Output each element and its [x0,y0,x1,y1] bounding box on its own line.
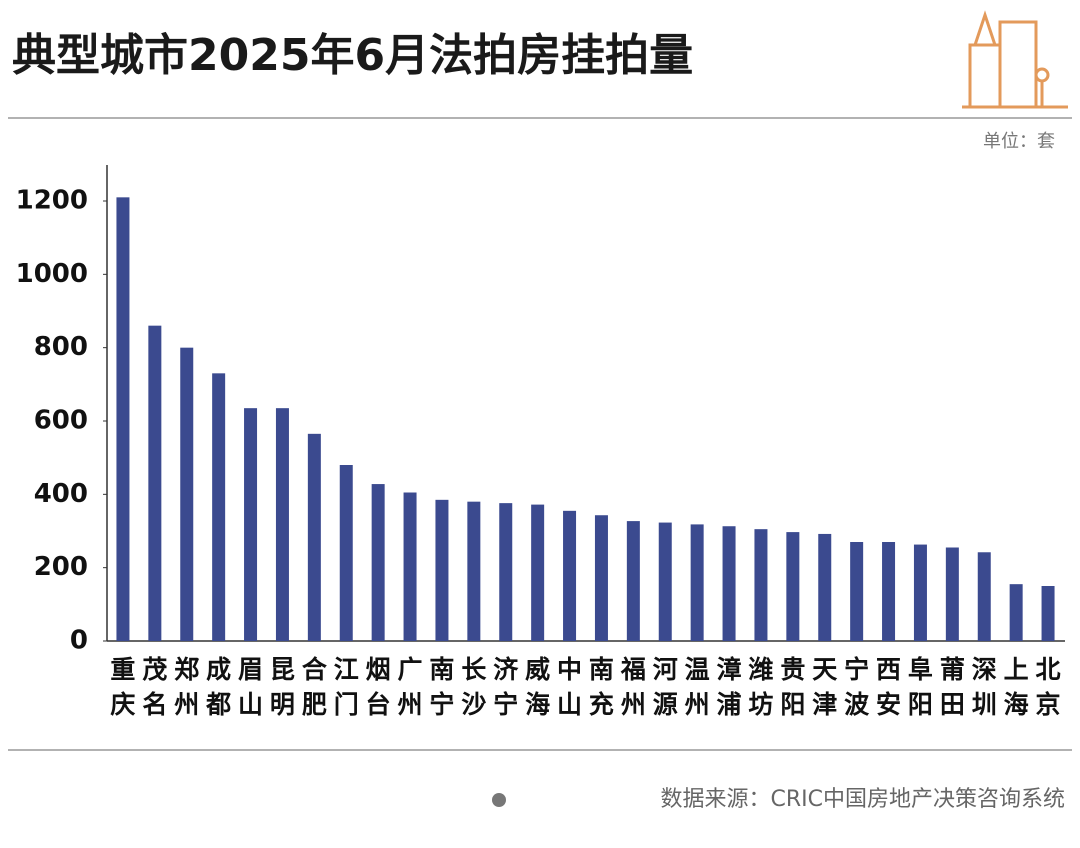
bar [563,510,577,641]
bar [786,532,800,641]
x-tick-label: 温州 [684,655,710,719]
chart-title: 典型城市2025年6月法拍房挂拍量 [12,30,693,81]
bullet [492,793,506,807]
y-tick-label: 200 [34,552,88,582]
x-tick-label: 贵阳 [780,655,806,719]
bar [626,521,640,641]
bar [275,408,289,641]
bar [754,529,768,641]
x-tick-label: 茂名 [142,655,168,719]
x-tick-label: 昆明 [269,655,295,719]
bar [913,544,927,641]
x-tick-label: 南充 [588,655,614,719]
x-tick-label: 河源 [652,655,678,719]
bar [339,465,353,641]
x-tick-label: 长沙 [461,655,487,719]
x-tick-label: 漳浦 [716,655,742,719]
bar [403,492,417,641]
bar [977,552,991,641]
y-tick-label: 0 [70,626,88,656]
bar [499,503,513,641]
x-tick-label: 威海 [525,655,551,719]
x-tick-label: 莆田 [939,655,965,719]
unit-label: 单位：套 [983,131,1055,152]
x-tick-label: 南宁 [429,655,455,719]
y-tick-label: 800 [34,332,88,362]
x-tick-label: 郑州 [174,655,200,719]
x-tick-label: 天津 [812,655,838,719]
x-tick-label: 成都 [206,655,232,719]
x-tick-label: 深圳 [971,655,997,719]
x-tick-label: 中山 [557,655,583,719]
bar [690,524,704,641]
bar [818,533,832,641]
x-tick-label: 江门 [333,655,359,719]
x-tick-label: 烟台 [365,655,391,719]
bar [116,197,130,642]
x-tick-label: 阜阳 [907,655,933,719]
x-tick-label: 广州 [397,655,423,719]
x-tick-label: 重庆 [110,655,136,719]
bar [945,547,959,641]
bar [658,522,672,641]
bar [1009,584,1023,641]
y-tick-label: 1200 [16,186,88,216]
x-tick-label: 福州 [620,655,646,719]
icon [962,10,1068,109]
x-tick-label: 宁波 [844,655,870,719]
x-tick-label: 潍坊 [748,655,774,719]
x-tick-label: 济宁 [493,655,519,719]
y-tick-label: 600 [34,406,88,436]
bar [148,325,162,641]
bar [467,501,481,641]
bar [1041,586,1055,641]
bar [371,484,385,641]
bar [212,373,226,641]
bar [850,542,864,641]
source: 数据来源：CRIC中国房地产决策咨询系统 [661,787,1066,812]
bar [244,408,258,641]
x-tick-label: 北京 [1035,655,1061,719]
bar [882,542,896,641]
bar [180,347,194,641]
bar [435,499,449,641]
x-tick-label: 合肥 [301,655,327,719]
bar [722,526,736,641]
x-tick-label: 上海 [1003,655,1029,719]
y-tick-label: 400 [34,479,88,509]
bar [531,504,545,641]
y-tick-label: 1000 [16,259,88,289]
bar [594,515,608,641]
x-tick-label: 西安 [876,655,902,719]
x-tick-label: 眉山 [238,655,264,719]
bar [307,433,321,641]
